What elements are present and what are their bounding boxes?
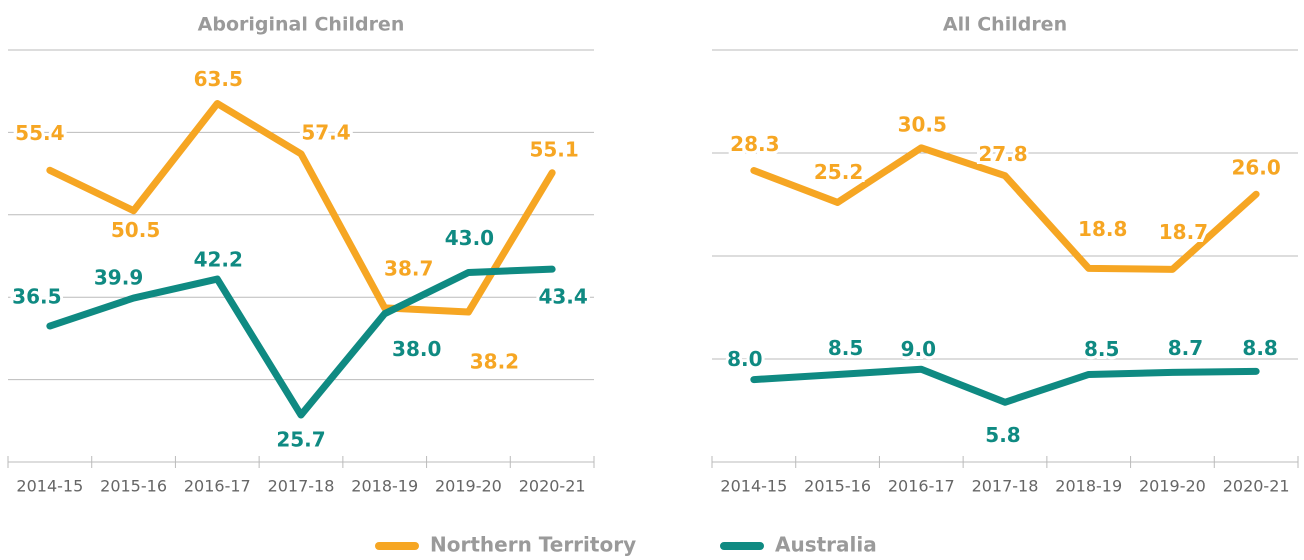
data-label: 38.7 <box>384 256 433 280</box>
data-label: 9.0 <box>901 337 936 361</box>
x-tick-label: 2016-17 <box>184 477 251 496</box>
data-label: 18.8 <box>1078 217 1127 241</box>
legend-label: Northern Territory <box>430 533 636 557</box>
x-tick-label: 2014-15 <box>16 477 83 496</box>
x-tick-label: 2019-20 <box>1139 477 1206 496</box>
data-label: 42.2 <box>194 248 243 272</box>
x-tick-label: 2016-17 <box>888 477 955 496</box>
data-label: 8.8 <box>1242 336 1277 360</box>
line <box>750 144 1260 273</box>
x-tick-label: 2017-18 <box>268 477 335 496</box>
data-label: 18.7 <box>1159 220 1208 244</box>
line <box>46 100 556 316</box>
data-label: 27.8 <box>978 142 1027 166</box>
x-tick-label: 2018-19 <box>351 477 418 496</box>
data-label: 28.3 <box>730 132 779 156</box>
data-label: 30.5 <box>898 112 947 136</box>
legend-label: Australia <box>775 533 877 557</box>
data-label: 5.8 <box>985 423 1020 447</box>
data-label: 63.5 <box>194 67 243 91</box>
x-tick-label: 2014-15 <box>720 477 787 496</box>
chart-title: Aboriginal Children <box>198 14 405 36</box>
data-label: 55.4 <box>15 121 64 145</box>
data-label: 25.2 <box>814 160 863 184</box>
data-label: 8.5 <box>1084 337 1119 361</box>
x-tick-label: 2018-19 <box>1055 477 1122 496</box>
data-label: 8.5 <box>828 336 863 360</box>
data-label: 8.0 <box>727 347 762 371</box>
x-tick-label: 2017-18 <box>972 477 1039 496</box>
data-label: 43.4 <box>538 285 587 309</box>
x-tick-label: 2015-16 <box>100 477 167 496</box>
line <box>46 265 556 419</box>
data-label: 8.7 <box>1168 336 1203 360</box>
line <box>750 365 1260 406</box>
data-label: 38.0 <box>392 337 441 361</box>
data-label: 39.9 <box>94 266 143 290</box>
data-label: 36.5 <box>12 285 61 309</box>
data-label: 50.5 <box>111 218 160 242</box>
data-label: 26.0 <box>1231 156 1280 180</box>
data-label: 38.2 <box>470 350 519 374</box>
data-label: 57.4 <box>301 120 350 144</box>
x-tick-label: 2020-21 <box>519 477 586 496</box>
x-tick-label: 2020-21 <box>1223 477 1290 496</box>
x-tick-label: 2015-16 <box>804 477 871 496</box>
data-label: 43.0 <box>445 226 494 250</box>
chart-title: All Children <box>943 14 1067 36</box>
x-tick-label: 2019-20 <box>435 477 502 496</box>
data-label: 25.7 <box>276 428 325 452</box>
data-label: 55.1 <box>529 137 578 161</box>
